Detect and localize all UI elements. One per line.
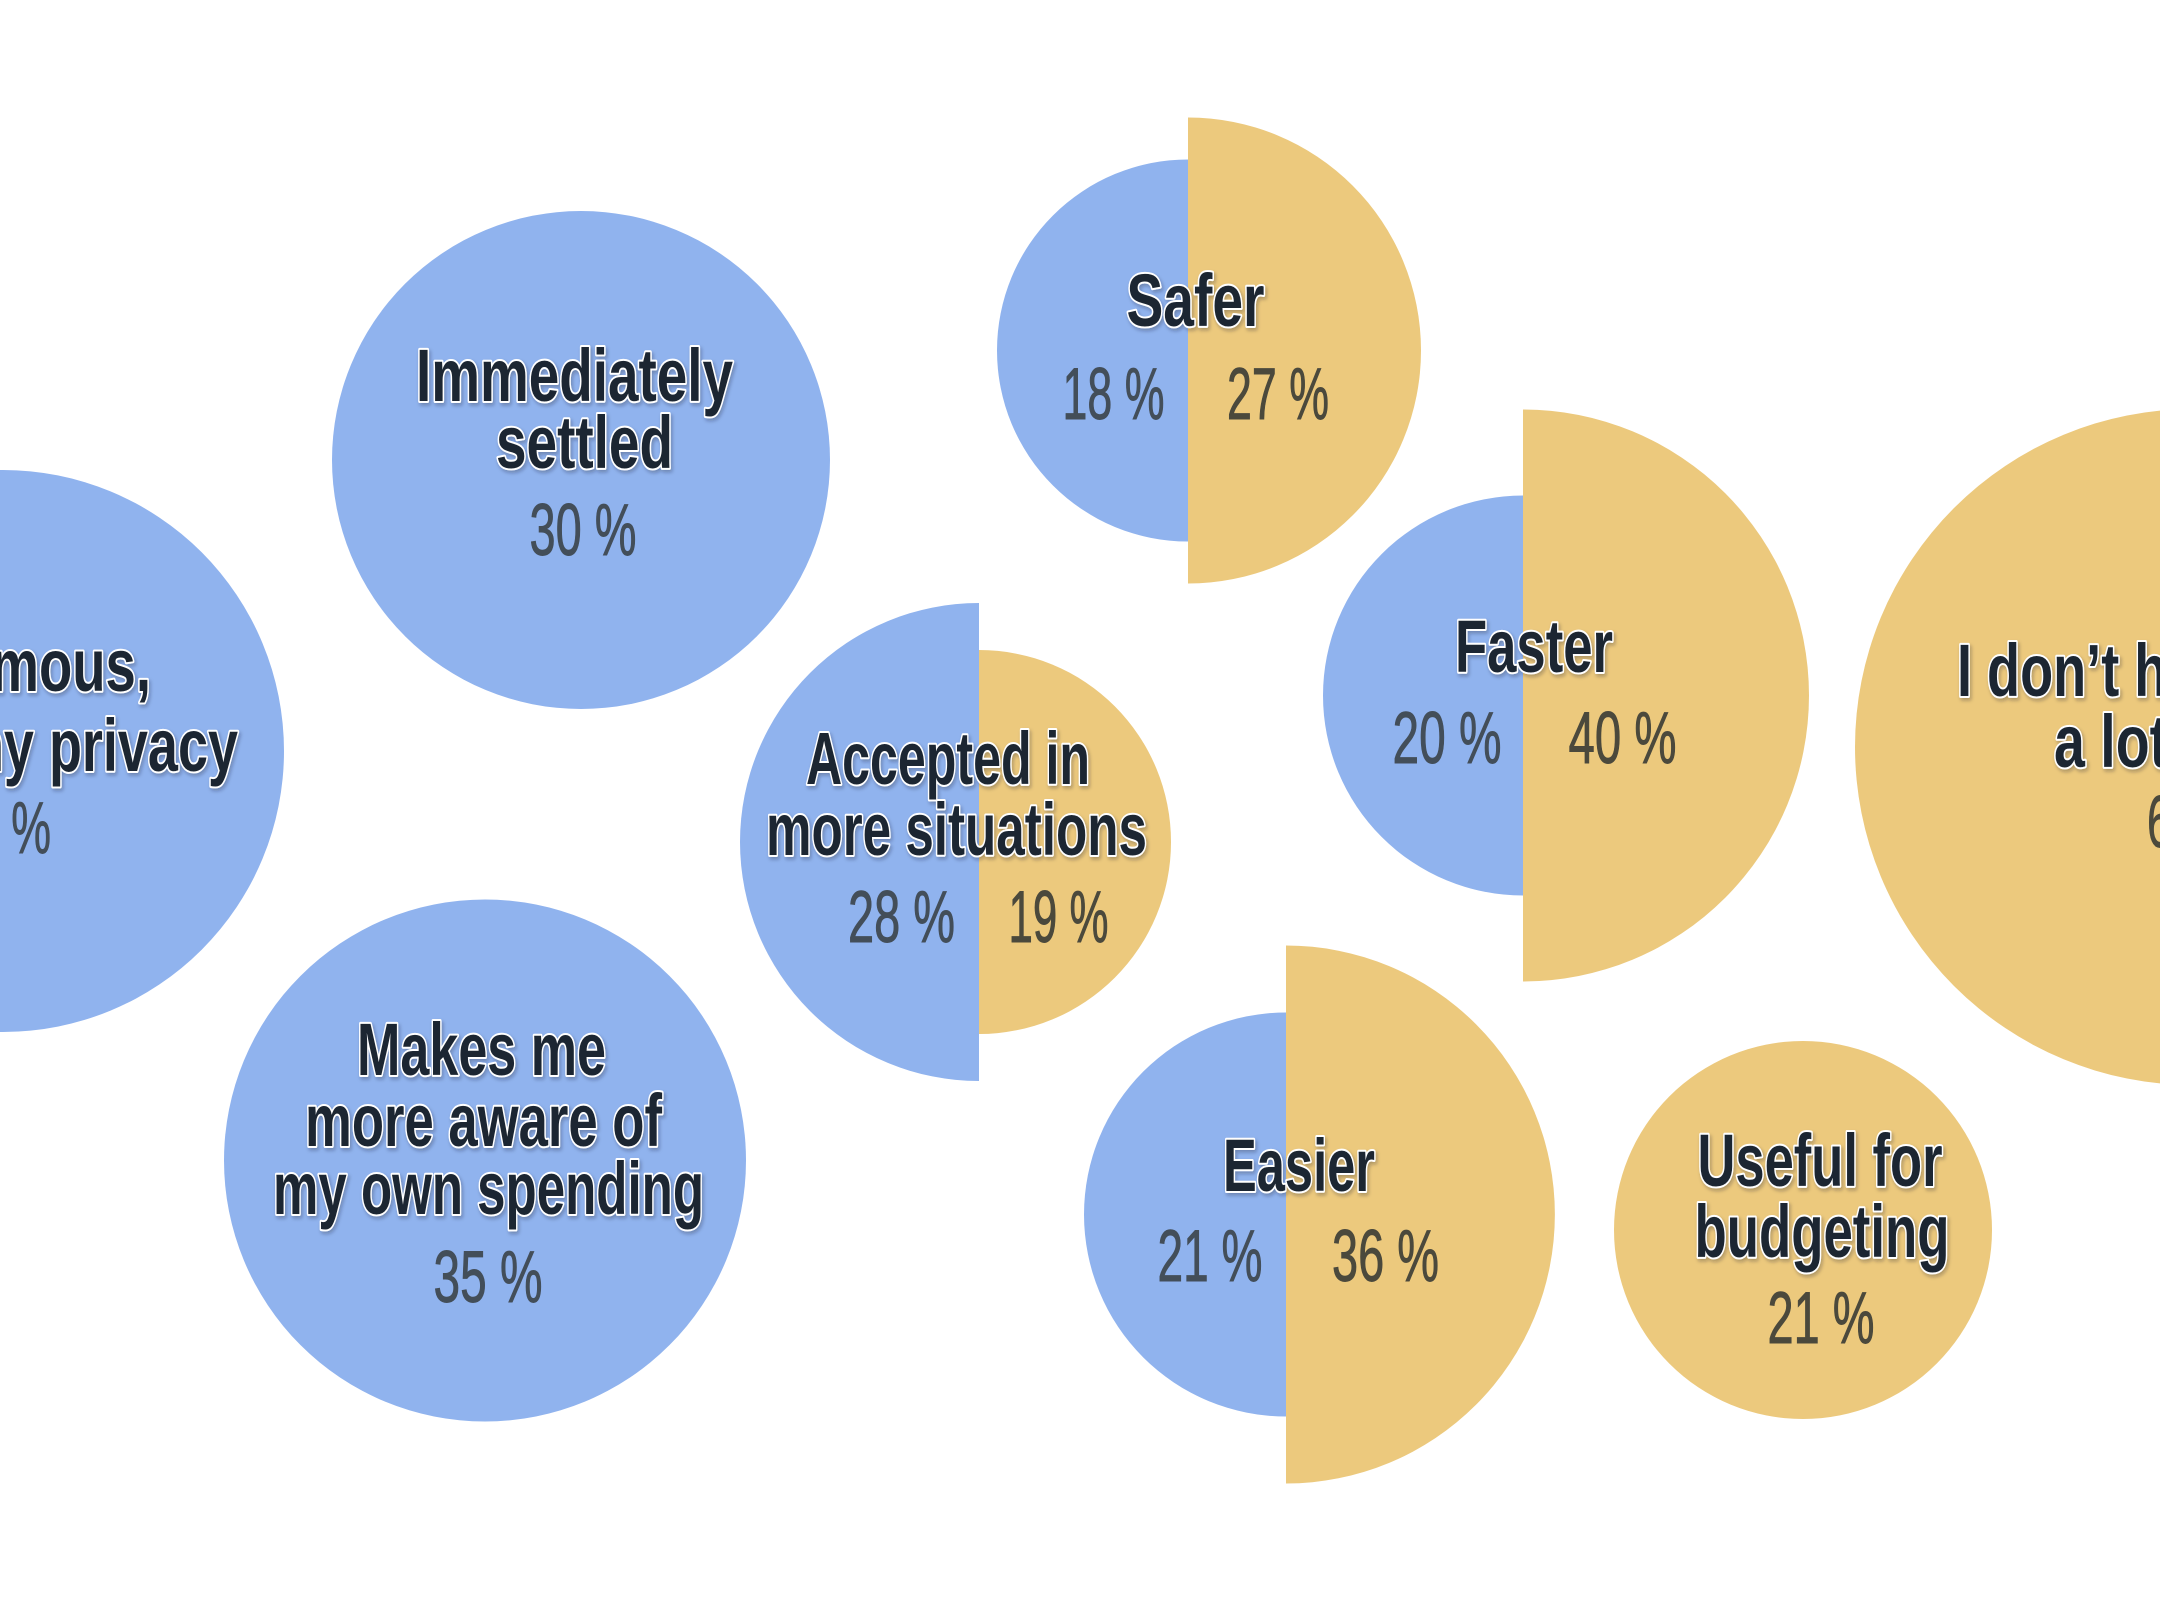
svg-text:21 %: 21 % (1768, 1278, 1875, 1359)
svg-text:40 %: 40 % (0, 788, 51, 869)
svg-text:18 %: 18 % (1063, 354, 1165, 435)
svg-text:40 %: 40 % (1569, 698, 1677, 779)
svg-text:settled: settled (496, 401, 673, 484)
svg-text:19 %: 19 % (1009, 877, 1109, 958)
svg-text:35 %: 35 % (434, 1237, 543, 1318)
svg-text:Immediately: Immediately (416, 334, 733, 417)
svg-text:21 %: 21 % (1158, 1216, 1263, 1297)
svg-text:Anonymous,: Anonymous, (0, 624, 151, 707)
svg-text:my own spending: my own spending (273, 1147, 704, 1230)
svg-text:20 %: 20 % (1393, 698, 1502, 779)
svg-text:30 %: 30 % (530, 490, 637, 571)
svg-text:budgeting: budgeting (1695, 1190, 1950, 1273)
svg-text:more situations: more situations (766, 788, 1147, 871)
svg-text:28 %: 28 % (848, 877, 955, 958)
svg-text:I don’t have to carry: I don’t have to carry (1957, 629, 2160, 712)
svg-text:protects my privacy: protects my privacy (0, 704, 238, 787)
svg-text:a lot of cash: a lot of cash (2054, 700, 2160, 783)
svg-text:more aware of: more aware of (305, 1079, 662, 1162)
svg-text:61 %: 61 % (2147, 782, 2160, 863)
svg-text:Accepted in: Accepted in (806, 717, 1090, 800)
svg-text:Safer: Safer (1127, 259, 1265, 342)
svg-text:Useful for: Useful for (1698, 1119, 1943, 1202)
svg-text:Makes me: Makes me (357, 1008, 606, 1091)
svg-text:36 %: 36 % (1332, 1216, 1439, 1297)
svg-text:27 %: 27 % (1227, 354, 1329, 435)
svg-text:Easier: Easier (1223, 1124, 1375, 1207)
svg-text:Faster: Faster (1455, 605, 1613, 688)
